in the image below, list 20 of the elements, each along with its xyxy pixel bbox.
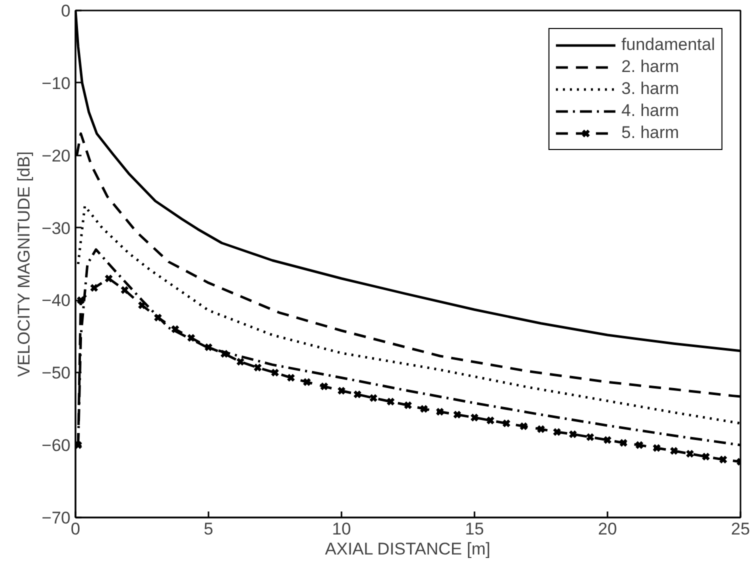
x-tick-label: 20 xyxy=(598,520,617,538)
legend-label: fundamental xyxy=(621,35,715,55)
y-tick-label: −10 xyxy=(42,74,71,93)
legend-label: 5. harm xyxy=(621,123,680,143)
y-tick-label: −50 xyxy=(42,364,71,383)
y-tick-label: −60 xyxy=(42,436,71,456)
x-axis-title: AXIAL DISTANCE [m] xyxy=(325,540,490,558)
y-tick-label: 0 xyxy=(61,2,71,20)
legend-label: 3. harm xyxy=(621,79,680,99)
y-tick-label: −70 xyxy=(42,508,71,528)
x-tick-label: 5 xyxy=(204,520,214,538)
y-tick-label: −40 xyxy=(42,291,71,310)
x-tick-label: 10 xyxy=(332,520,351,538)
y-axis-title: VELOCITY MAGNITUDE [dB] xyxy=(14,151,34,377)
x-tick-label: 15 xyxy=(465,520,484,538)
legend-label: 2. harm xyxy=(621,57,680,77)
y-tick-label: −20 xyxy=(42,146,71,166)
legend-label: 4. harm xyxy=(621,101,680,121)
x-tick-label: 25 xyxy=(731,520,750,538)
y-tick-label: −30 xyxy=(42,218,71,238)
